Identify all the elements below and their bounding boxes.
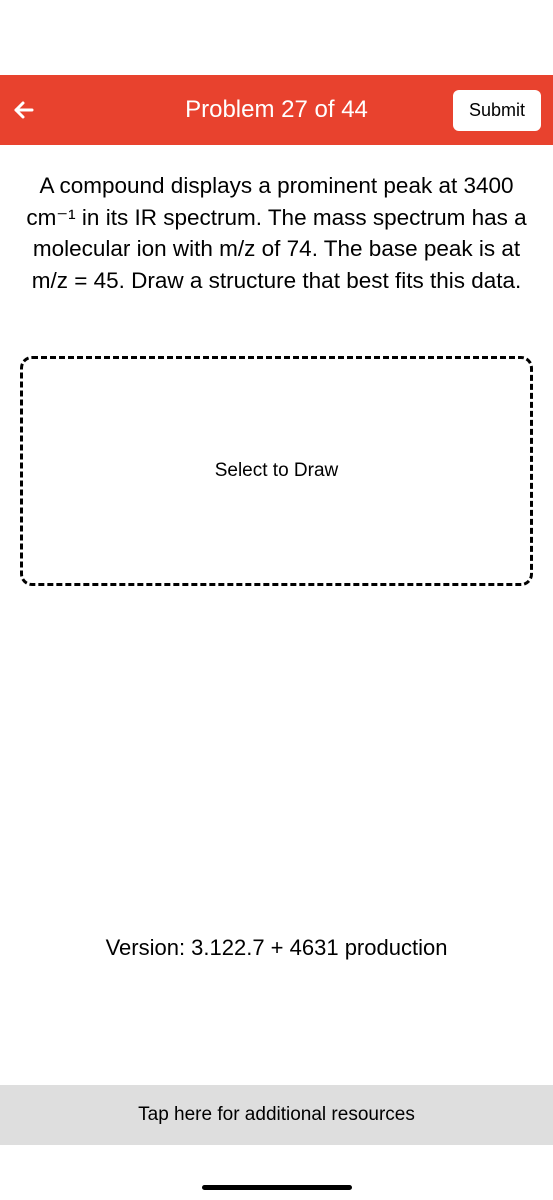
back-arrow-icon bbox=[12, 98, 36, 122]
submit-button[interactable]: Submit bbox=[453, 90, 541, 131]
footer-label: Tap here for additional resources bbox=[138, 1104, 415, 1126]
header-bar: Problem 27 of 44 Submit bbox=[0, 75, 553, 145]
version-text: Version: 3.122.7 + 4631 production bbox=[0, 935, 553, 961]
draw-placeholder: Select to Draw bbox=[215, 460, 339, 482]
status-bar bbox=[0, 0, 553, 75]
back-button[interactable] bbox=[12, 98, 52, 122]
home-indicator[interactable] bbox=[202, 1185, 352, 1190]
content-area: A compound displays a prominent peak at … bbox=[0, 145, 553, 296]
draw-area[interactable]: Select to Draw bbox=[20, 356, 533, 586]
additional-resources-button[interactable]: Tap here for additional resources bbox=[0, 1085, 553, 1145]
problem-text: A compound displays a prominent peak at … bbox=[20, 170, 533, 296]
page-title: Problem 27 of 44 bbox=[185, 96, 368, 124]
